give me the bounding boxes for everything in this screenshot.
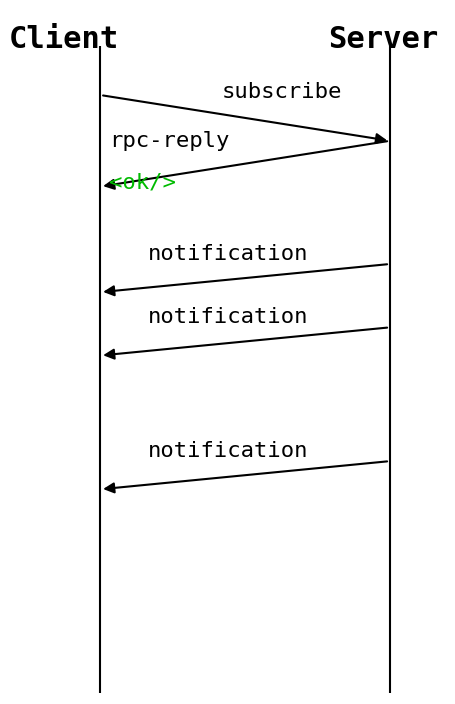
Text: notification: notification (147, 441, 308, 461)
Text: notification: notification (147, 244, 308, 264)
Text: notification: notification (147, 308, 308, 327)
Text: rpc-reply: rpc-reply (109, 132, 229, 151)
Text: subscribe: subscribe (221, 82, 341, 102)
Text: Server: Server (328, 25, 438, 54)
Text: Client: Client (9, 25, 119, 54)
Text: <ok/>: <ok/> (109, 172, 176, 192)
